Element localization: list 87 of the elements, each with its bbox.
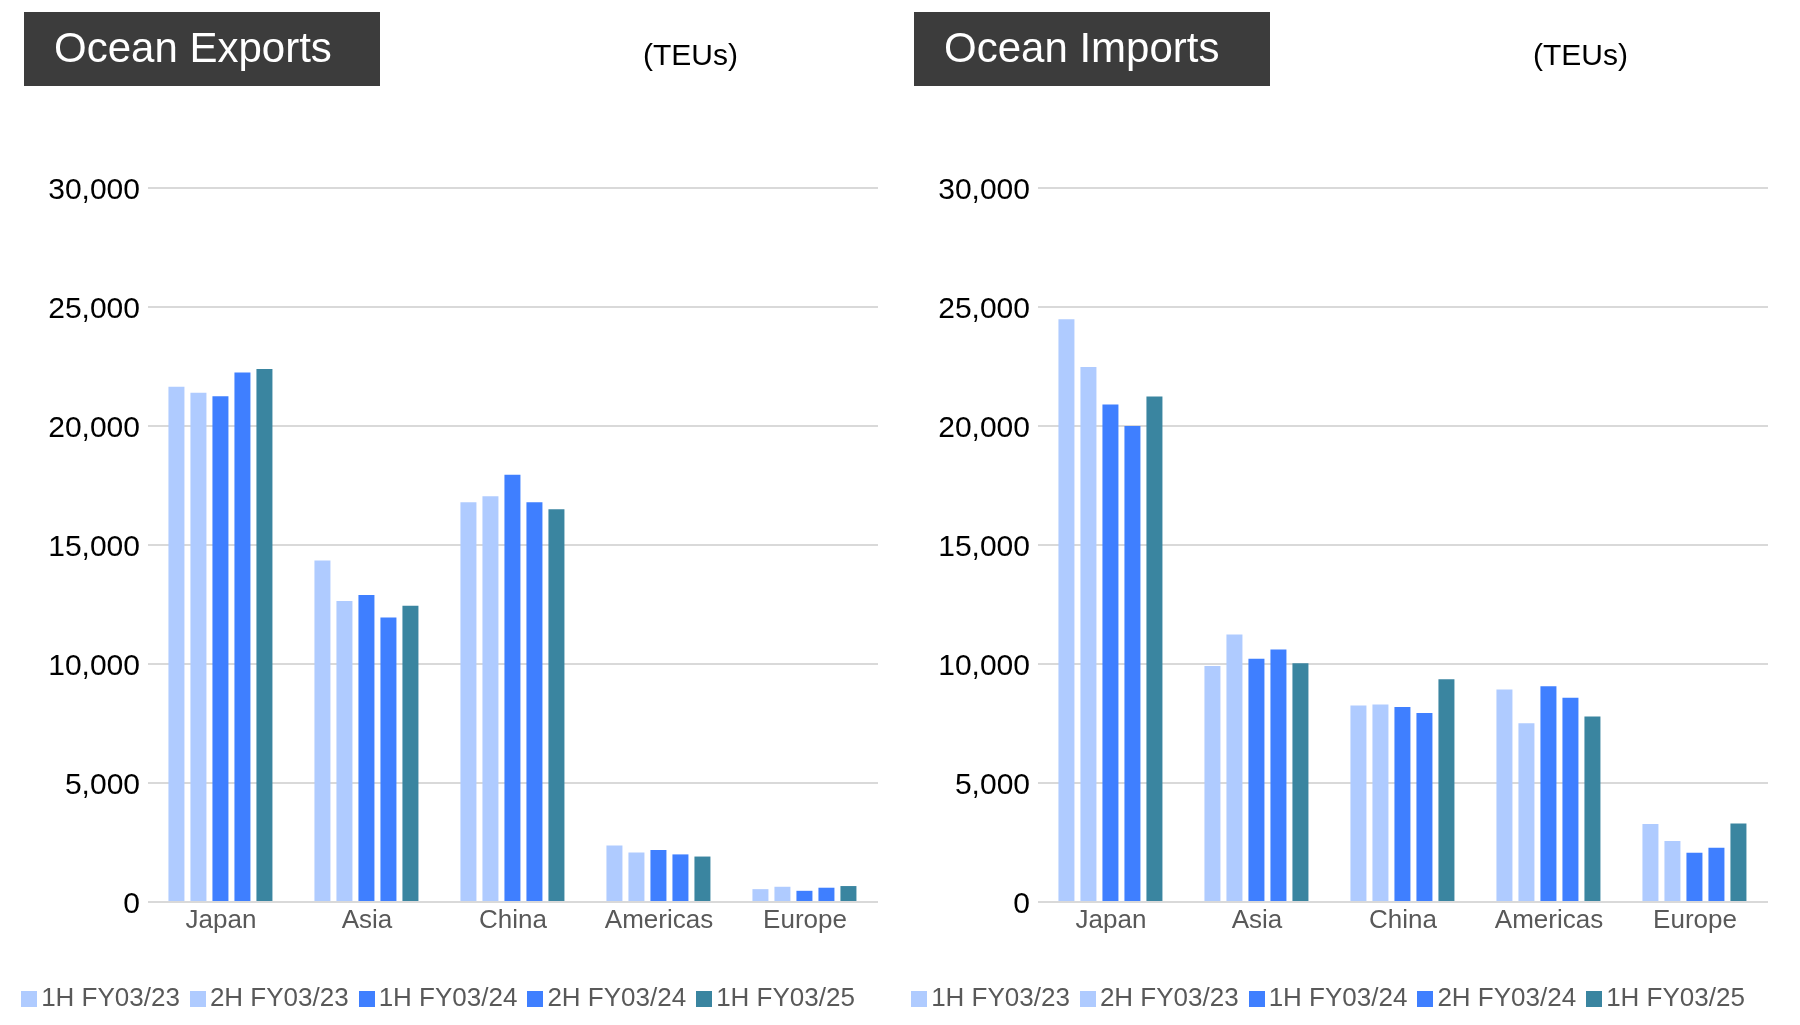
legend-label: 1H FY03/23 bbox=[41, 982, 180, 1012]
bar bbox=[840, 886, 857, 902]
bar bbox=[1708, 847, 1725, 902]
bar bbox=[1664, 841, 1681, 902]
bar bbox=[380, 617, 397, 902]
bar bbox=[1248, 658, 1265, 902]
legend-label: 2H FY03/23 bbox=[1099, 982, 1239, 1012]
bar bbox=[482, 496, 499, 902]
y-tick-label: 25,000 bbox=[48, 290, 140, 324]
y-tick-label: 0 bbox=[123, 885, 140, 919]
y-axis-title: (TEUs) bbox=[643, 38, 738, 72]
bar bbox=[460, 502, 477, 902]
bar bbox=[234, 372, 251, 902]
legend-label: 2H FY03/23 bbox=[209, 982, 349, 1012]
bar bbox=[650, 849, 667, 902]
bar bbox=[256, 368, 273, 902]
x-tick-label: China bbox=[1369, 904, 1438, 935]
bar bbox=[1438, 679, 1455, 902]
bar bbox=[212, 396, 229, 902]
bar bbox=[628, 852, 645, 902]
bar bbox=[190, 392, 207, 902]
y-tick-label: 20,000 bbox=[48, 409, 140, 443]
chart-title: Ocean Exports bbox=[24, 12, 380, 86]
bar bbox=[504, 474, 521, 902]
legend-label: 1H FY03/24 bbox=[378, 982, 518, 1012]
bar bbox=[1496, 689, 1513, 902]
x-tick-label: Americas bbox=[604, 904, 714, 935]
bar bbox=[694, 856, 711, 902]
bar bbox=[1394, 707, 1411, 902]
x-tick-label: Europe bbox=[763, 904, 847, 935]
bar bbox=[1102, 404, 1119, 902]
bar bbox=[548, 509, 565, 902]
bar bbox=[1080, 366, 1097, 902]
legend-label: 1H FY03/23 bbox=[931, 982, 1070, 1012]
bar bbox=[774, 886, 791, 902]
legend-label: 1H FY03/25 bbox=[1606, 982, 1745, 1012]
bar bbox=[336, 600, 353, 902]
y-tick-label: 10,000 bbox=[938, 647, 1030, 681]
bar bbox=[168, 386, 185, 902]
bar bbox=[606, 845, 623, 902]
bar bbox=[1226, 634, 1243, 902]
bar bbox=[402, 605, 419, 902]
y-tick-label: 15,000 bbox=[48, 528, 140, 562]
bar bbox=[1642, 823, 1659, 902]
legend-label: 2H FY03/24 bbox=[547, 982, 687, 1012]
y-tick-label: 30,000 bbox=[938, 171, 1030, 205]
y-tick-label: 0 bbox=[1013, 885, 1030, 919]
bar bbox=[1562, 697, 1579, 902]
bar bbox=[818, 887, 835, 902]
bar bbox=[1416, 713, 1433, 902]
y-tick-label: 10,000 bbox=[48, 647, 140, 681]
x-tick-label: Americas bbox=[1494, 904, 1604, 935]
bar bbox=[752, 889, 769, 902]
legend-label: 1H FY03/25 bbox=[716, 982, 855, 1012]
y-tick-label: 25,000 bbox=[938, 290, 1030, 324]
bar bbox=[1146, 396, 1163, 902]
bar bbox=[1686, 852, 1703, 902]
legend-label: 2H FY03/24 bbox=[1437, 982, 1577, 1012]
bar bbox=[1730, 823, 1747, 902]
bar bbox=[1350, 705, 1367, 902]
x-tick-label: Asia bbox=[1231, 904, 1283, 935]
bar bbox=[314, 560, 331, 902]
legend-label: 1H FY03/24 bbox=[1268, 982, 1408, 1012]
bar bbox=[1058, 319, 1075, 902]
bar bbox=[358, 594, 375, 902]
bar bbox=[1518, 723, 1535, 902]
bar bbox=[1204, 665, 1221, 902]
bar bbox=[672, 854, 689, 902]
bar bbox=[1540, 686, 1557, 902]
x-tick-label: China bbox=[479, 904, 548, 935]
y-axis-title: (TEUs) bbox=[1533, 38, 1628, 72]
x-tick-label: Japan bbox=[185, 904, 257, 935]
x-tick-label: Asia bbox=[341, 904, 393, 935]
bar bbox=[1372, 704, 1389, 902]
bar bbox=[1124, 426, 1141, 902]
y-tick-label: 5,000 bbox=[64, 766, 140, 800]
bar bbox=[1292, 663, 1309, 902]
y-tick-label: 20,000 bbox=[938, 409, 1030, 443]
y-tick-label: 5,000 bbox=[954, 766, 1030, 800]
x-tick-label: Europe bbox=[1653, 904, 1737, 935]
y-tick-label: 15,000 bbox=[938, 528, 1030, 562]
y-tick-label: 30,000 bbox=[48, 171, 140, 205]
x-tick-label: Japan bbox=[1075, 904, 1147, 935]
chart-title: Ocean Imports bbox=[914, 12, 1270, 86]
bar bbox=[1584, 716, 1601, 902]
bar bbox=[1270, 649, 1287, 902]
bar bbox=[526, 502, 543, 902]
